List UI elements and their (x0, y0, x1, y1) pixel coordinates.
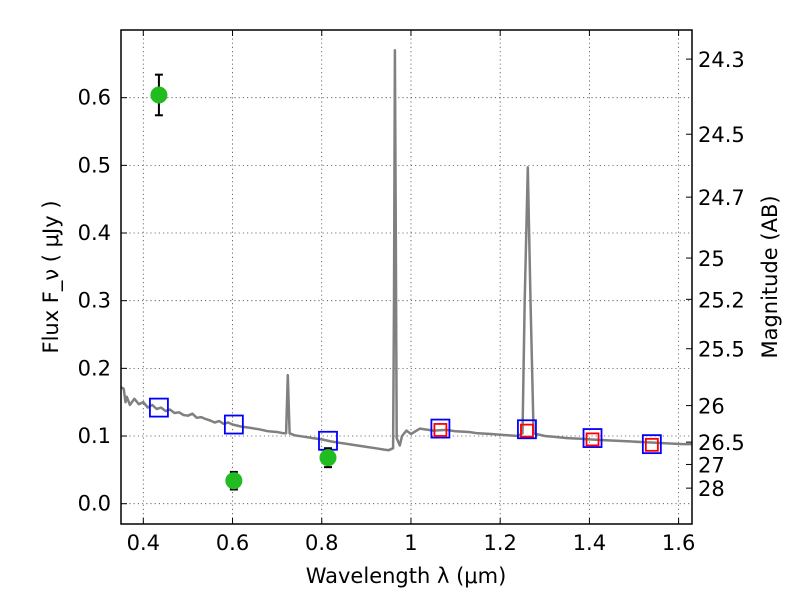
measured-flux-point (225, 472, 243, 490)
right-tick-label: 24.7 (698, 186, 745, 210)
right-tick-label: 25 (698, 247, 725, 271)
model-photometry-square (641, 434, 662, 455)
y-axis-label: Flux F_ν ( μJy ) (39, 200, 64, 353)
y-tick-label: 0.6 (78, 86, 111, 110)
y-tick-label: 0.5 (78, 153, 111, 177)
model-spectrum-line (121, 49, 692, 452)
x-tick-label: 0.8 (305, 531, 338, 555)
observed-photometry-square (644, 437, 659, 452)
x-tick-label: 1.6 (662, 531, 695, 555)
model-photometry-square (430, 418, 451, 439)
axis-ticks: 0.4 0.6 0.8 1 1.2 1.4 1.6 0.0 0.1 0.2 0.3 0.4 0.5 0.6… (78, 30, 745, 555)
plot-frame (120, 29, 693, 525)
x-tick-label: 1.4 (573, 531, 606, 555)
observed-photometry-square (433, 423, 448, 437)
model-photometry-square (223, 414, 244, 435)
measured-flux-point (319, 449, 337, 467)
plot-series (121, 49, 692, 491)
x-tick-label: 1.2 (483, 531, 516, 555)
observed-photometry-square (520, 423, 534, 438)
y-tick-label: 0.4 (78, 221, 111, 245)
y-tick-label: 0.1 (78, 424, 111, 448)
x-axis-label: Wavelength λ (μm) (306, 564, 507, 588)
grid-lines (121, 30, 692, 524)
right-tick-label: 26.5 (698, 431, 745, 455)
y-tick-label: 0.3 (78, 289, 111, 313)
x-tick-label: 1 (404, 531, 417, 555)
model-photometry-square (582, 428, 603, 448)
right-tick-label: 26 (698, 395, 725, 419)
measured-flux-point (150, 86, 168, 104)
model-photometry-square (517, 419, 537, 440)
right-tick-label: 27 (698, 453, 725, 477)
y-tick-label: 0.0 (78, 492, 111, 516)
right-tick-label: 25.5 (698, 338, 745, 362)
x-tick-label: 0.6 (216, 531, 249, 555)
observed-photometry-square (585, 432, 600, 447)
right-axis-label: Magnitude (AB) (758, 195, 782, 358)
right-tick-label: 28 (698, 477, 725, 501)
model-photometry-square (149, 397, 169, 418)
right-tick-label: 24.3 (698, 48, 745, 72)
right-tick-label: 24.5 (698, 123, 745, 147)
x-tick-label: 0.4 (127, 531, 160, 555)
y-tick-label: 0.2 (78, 356, 111, 380)
right-tick-label: 25.2 (698, 288, 745, 312)
